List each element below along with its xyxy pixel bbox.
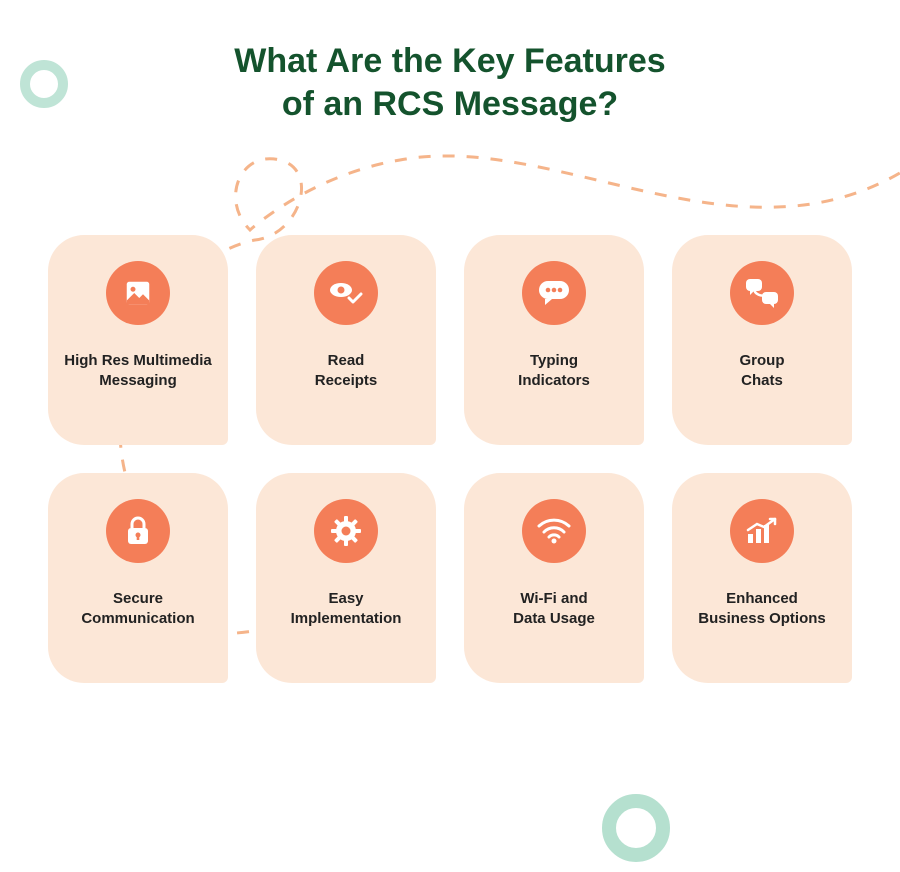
- feature-card-multimedia: High Res Multimedia Messaging: [48, 235, 228, 445]
- decorative-ring-bottom-right: [602, 794, 670, 862]
- feature-label: Read Receipts: [315, 351, 378, 392]
- typing-icon: [522, 261, 586, 325]
- feature-label: Wi-Fi and Data Usage: [513, 589, 595, 630]
- feature-card-group-chats: Group Chats: [672, 235, 852, 445]
- feature-label: Typing Indicators: [518, 351, 590, 392]
- feature-label: Easy Implementation: [291, 589, 402, 630]
- lock-icon: [106, 499, 170, 563]
- features-grid: High Res Multimedia Messaging Read Recei…: [0, 235, 900, 683]
- feature-label: Group Chats: [740, 351, 785, 392]
- feature-card-business: Enhanced Business Options: [672, 473, 852, 683]
- feature-label: Enhanced Business Options: [698, 589, 826, 630]
- feature-card-easy-impl: Easy Implementation: [256, 473, 436, 683]
- chart-icon: [730, 499, 794, 563]
- gear-icon: [314, 499, 378, 563]
- feature-card-secure: Secure Communication: [48, 473, 228, 683]
- feature-card-typing: Typing Indicators: [464, 235, 644, 445]
- group-chats-icon: [730, 261, 794, 325]
- wifi-icon: [522, 499, 586, 563]
- title-line-1: What Are the Key Features: [234, 42, 665, 80]
- title-line-2: of an RCS Message?: [282, 85, 618, 123]
- feature-card-read-receipts: Read Receipts: [256, 235, 436, 445]
- feature-card-wifi: Wi-Fi and Data Usage: [464, 473, 644, 683]
- feature-label: High Res Multimedia Messaging: [64, 351, 212, 392]
- eye-check-icon: [314, 261, 378, 325]
- image-icon: [106, 261, 170, 325]
- feature-label: Secure Communication: [81, 589, 194, 630]
- page-title: What Are the Key Features of an RCS Mess…: [0, 40, 900, 125]
